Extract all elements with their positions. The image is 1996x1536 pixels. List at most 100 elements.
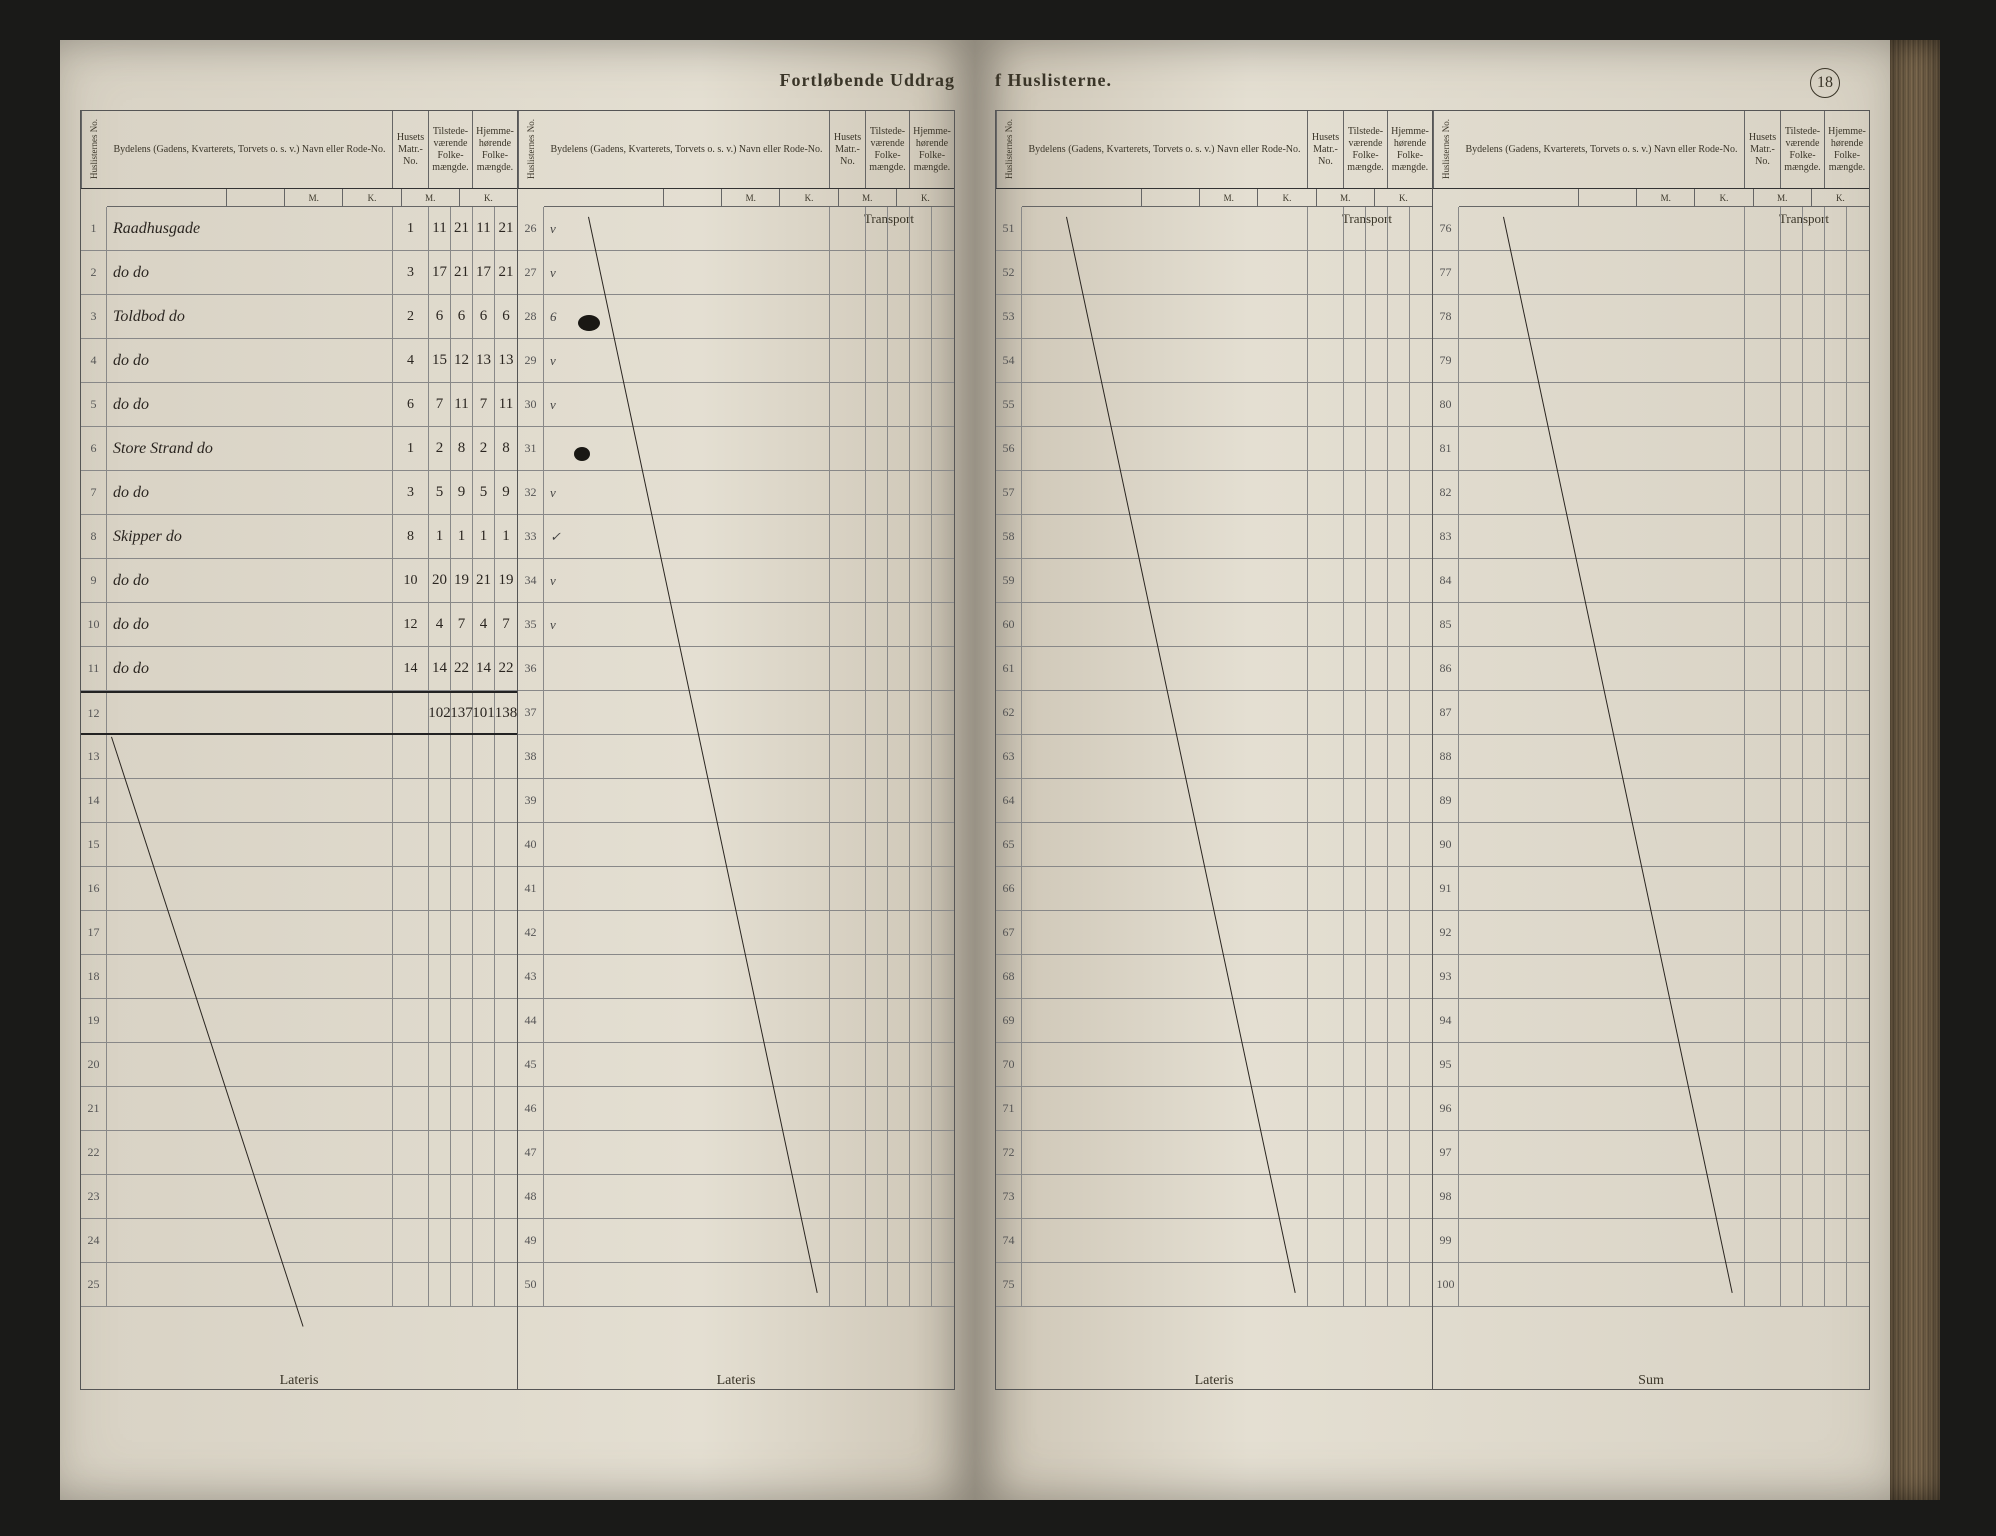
row-number: 13 (81, 735, 107, 778)
street-name (1022, 1043, 1308, 1086)
tilstede-k (1803, 779, 1825, 822)
table-row: 39 (518, 779, 954, 823)
street-name (544, 735, 830, 778)
hjemme-k (1410, 823, 1432, 866)
hdr-bydelens: Bydelens (Gadens, Kvarterets, Torvets o.… (1022, 111, 1308, 188)
hdr-huslist-no: Huslisternes No. (1433, 111, 1459, 188)
table-row: 82 (1433, 471, 1869, 515)
table-row: 93 (1433, 955, 1869, 999)
row-number: 30 (518, 383, 544, 426)
matr-no (1745, 207, 1781, 250)
table-row: 27v (518, 251, 954, 295)
row-number: 8 (81, 515, 107, 558)
tilstede-k (451, 1043, 473, 1086)
table-row: 2do do317211721 (81, 251, 517, 295)
check-mark: v (550, 485, 556, 501)
header-row: Huslisternes No. Bydelens (Gadens, Kvart… (81, 111, 517, 189)
row-number: 73 (996, 1175, 1022, 1218)
row-number: 44 (518, 999, 544, 1042)
row-number: 68 (996, 955, 1022, 998)
tilstede-m (866, 559, 888, 602)
hjemme-k (495, 955, 517, 998)
table-row: 46 (518, 1087, 954, 1131)
tilstede-m (866, 251, 888, 294)
tilstede-m: 4 (429, 603, 451, 646)
street-name (1459, 559, 1745, 602)
tilstede-k (888, 339, 910, 382)
hjemme-k (1847, 1087, 1869, 1130)
tilstede-k (888, 603, 910, 646)
row-number: 32 (518, 471, 544, 514)
table-row: 22 (81, 1131, 517, 1175)
matr-no (830, 955, 866, 998)
hjemme-k (495, 1087, 517, 1130)
hjemme-m: 5 (473, 471, 495, 514)
hjemme-m (1388, 955, 1410, 998)
hdr-huslist-no: Huslisternes No. (518, 111, 544, 188)
tilstede-k (1803, 647, 1825, 690)
tilstede-k (1366, 823, 1388, 866)
sum-label: Sum (1433, 1373, 1869, 1389)
matr-no (1745, 383, 1781, 426)
hjemme-k (495, 779, 517, 822)
tilstede-k (1366, 1263, 1388, 1306)
row-number: 2 (81, 251, 107, 294)
street-name (544, 1131, 830, 1174)
tilstede-k (888, 1087, 910, 1130)
tilstede-m (429, 1087, 451, 1130)
hjemme-k (932, 1175, 954, 1218)
tilstede-k (1803, 735, 1825, 778)
table-row: 36 (518, 647, 954, 691)
table-row: 43 (518, 955, 954, 999)
tilstede-m (429, 955, 451, 998)
table-row: 83 (1433, 515, 1869, 559)
hdr-hjemme: Hjemme-hørende Folke-mængde. (473, 111, 517, 188)
hjemme-m (910, 251, 932, 294)
hjemme-m (1825, 823, 1847, 866)
hjemme-m (910, 1263, 932, 1306)
tilstede-k (1366, 383, 1388, 426)
hjemme-m (910, 383, 932, 426)
street-name (1022, 823, 1308, 866)
tilstede-k (1803, 955, 1825, 998)
hdr-hjemme: Hjemme-hørende Folke-mængde. (1825, 111, 1869, 188)
row-number: 40 (518, 823, 544, 866)
street-name (1022, 1263, 1308, 1306)
matr-no (830, 339, 866, 382)
tilstede-m (866, 955, 888, 998)
matr-no: 4 (393, 339, 429, 382)
matr-no: 2 (393, 295, 429, 338)
tilstede-k (451, 867, 473, 910)
street-name (1459, 691, 1745, 734)
matr-no (393, 1263, 429, 1306)
table-row: 8Skipper do81111 (81, 515, 517, 559)
tilstede-m (1781, 295, 1803, 338)
ledger-block-4: Huslisternes No. Bydelens (Gadens, Kvart… (1432, 110, 1870, 1390)
street-name (1459, 735, 1745, 778)
hjemme-k (1410, 207, 1432, 250)
hjemme-m (910, 779, 932, 822)
hjemme-m (910, 911, 932, 954)
street-name (1022, 1175, 1308, 1218)
hjemme-m (910, 339, 932, 382)
tilstede-m (1344, 911, 1366, 954)
hdr-tilstede: Tilstede-værende Folke-mængde. (1781, 111, 1825, 188)
street-name (544, 1043, 830, 1086)
street-name (1459, 1087, 1745, 1130)
hjemme-k: 11 (495, 383, 517, 426)
hjemme-k: 138 (495, 693, 517, 733)
hjemme-k (495, 1043, 517, 1086)
matr-no (1745, 339, 1781, 382)
street-name (1022, 691, 1308, 734)
matr-no (1308, 999, 1344, 1042)
matr-no (1308, 1087, 1344, 1130)
tilstede-m: 11 (429, 207, 451, 250)
hjemme-k: 9 (495, 471, 517, 514)
table-row: 62 (996, 691, 1432, 735)
row-number: 49 (518, 1219, 544, 1262)
street-name (544, 823, 830, 866)
tilstede-m: 15 (429, 339, 451, 382)
street-name (1459, 911, 1745, 954)
hjemme-m (473, 1087, 495, 1130)
row-number: 37 (518, 691, 544, 734)
